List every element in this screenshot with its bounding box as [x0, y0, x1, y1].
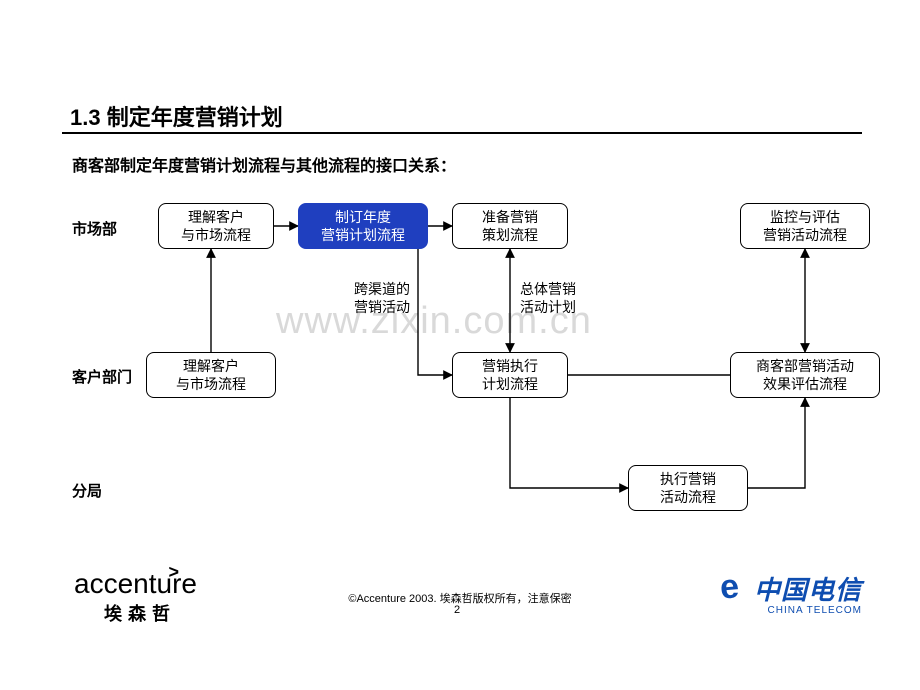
node-text: 理解客户与市场流程 [176, 357, 246, 393]
node-effect-eval: 商客部营销活动效果评估流程 [730, 352, 880, 398]
slide-subtitle: 商客部制定年度营销计划流程与其他流程的接口关系： [72, 152, 456, 176]
node-text: 制订年度营销计划流程 [321, 208, 405, 244]
node-text: 执行营销活动流程 [660, 470, 716, 506]
accenture-cn: 埃森哲 [104, 600, 197, 626]
node-text: 准备营销策划流程 [482, 208, 538, 244]
node-text: 营销执行计划流程 [482, 357, 538, 393]
node-understand-market-2: 理解客户与市场流程 [146, 352, 276, 398]
slide-title: 1.3 制定年度营销计划 [70, 100, 283, 132]
node-annual-plan: 制订年度营销计划流程 [298, 203, 428, 249]
title-underline [62, 132, 862, 134]
edge-label-cross-channel: 跨渠道的营销活动 [354, 280, 410, 316]
accenture-logo: > accenture 埃森哲 [74, 568, 197, 626]
node-exec-plan: 营销执行计划流程 [452, 352, 568, 398]
node-prepare-plan: 准备营销策划流程 [452, 203, 568, 249]
row-label-market: 市场部 [72, 218, 117, 239]
footer-page-number: 2 [454, 604, 460, 616]
accenture-chevron-icon: > [168, 562, 179, 583]
row-label-customer: 客户部门 [72, 366, 132, 387]
edge-label-overall-plan: 总体营销活动计划 [520, 280, 576, 316]
china-telecom-logo: 中国电信 CHINA TELECOM [754, 570, 862, 616]
slide: 1.3 制定年度营销计划 商客部制定年度营销计划流程与其他流程的接口关系： 市场… [0, 0, 920, 690]
row-label-bureau: 分局 [72, 480, 102, 501]
node-text: 理解客户与市场流程 [181, 208, 251, 244]
node-understand-market-1: 理解客户与市场流程 [158, 203, 274, 249]
china-telecom-cn: 中国电信 [754, 575, 862, 605]
node-monitor-eval: 监控与评估营销活动流程 [740, 203, 870, 249]
node-exec-activity: 执行营销活动流程 [628, 465, 748, 511]
node-text: 监控与评估营销活动流程 [763, 208, 847, 244]
china-telecom-swirl-icon: e [718, 567, 740, 608]
node-text: 商客部营销活动效果评估流程 [756, 357, 854, 393]
china-telecom-en: CHINA TELECOM [754, 605, 862, 616]
